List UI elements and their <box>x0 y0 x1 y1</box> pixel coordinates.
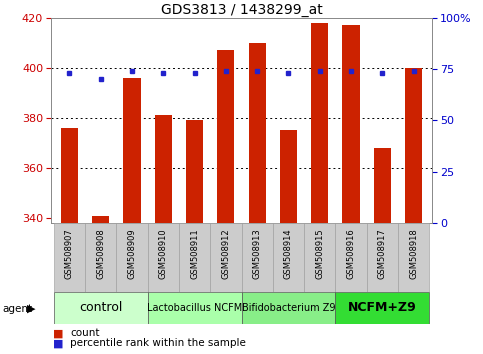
Text: percentile rank within the sample: percentile rank within the sample <box>70 338 246 348</box>
Bar <box>124 78 141 223</box>
Bar <box>179 223 210 292</box>
Bar <box>54 292 148 324</box>
Title: GDS3813 / 1438299_at: GDS3813 / 1438299_at <box>161 3 322 17</box>
Bar <box>242 292 335 324</box>
Bar <box>335 292 429 324</box>
Text: GSM508909: GSM508909 <box>128 229 137 279</box>
Text: GSM508911: GSM508911 <box>190 229 199 279</box>
Bar <box>148 223 179 292</box>
Bar <box>374 148 391 223</box>
Bar <box>217 50 234 223</box>
Text: GSM508914: GSM508914 <box>284 229 293 279</box>
Text: GSM508908: GSM508908 <box>96 229 105 279</box>
Bar <box>249 43 266 223</box>
Bar <box>92 216 109 223</box>
Bar <box>280 130 297 223</box>
Text: GSM508917: GSM508917 <box>378 229 387 279</box>
Bar <box>155 115 172 223</box>
Text: agent: agent <box>2 304 32 314</box>
Text: GSM508916: GSM508916 <box>346 229 355 279</box>
Text: Lactobacillus NCFM: Lactobacillus NCFM <box>147 303 242 313</box>
Bar <box>304 223 335 292</box>
Bar <box>61 128 78 223</box>
Text: GSM508915: GSM508915 <box>315 229 324 279</box>
Bar <box>242 223 273 292</box>
Bar <box>186 120 203 223</box>
Bar <box>335 223 367 292</box>
Bar <box>273 223 304 292</box>
Text: GSM508913: GSM508913 <box>253 229 262 279</box>
Bar <box>311 23 328 223</box>
Text: ■: ■ <box>53 329 64 338</box>
Bar <box>116 223 148 292</box>
Bar <box>367 223 398 292</box>
Bar <box>148 292 242 324</box>
Text: ■: ■ <box>53 338 64 348</box>
Bar <box>85 223 116 292</box>
Text: GSM508912: GSM508912 <box>221 229 230 279</box>
Text: count: count <box>70 329 99 338</box>
Text: GSM508918: GSM508918 <box>409 229 418 279</box>
Bar <box>405 68 422 223</box>
Bar <box>210 223 242 292</box>
Text: Bifidobacterium Z9: Bifidobacterium Z9 <box>242 303 335 313</box>
Text: GSM508907: GSM508907 <box>65 229 74 279</box>
Text: control: control <box>79 302 123 314</box>
Bar <box>54 223 85 292</box>
Text: GSM508910: GSM508910 <box>159 229 168 279</box>
Text: NCFM+Z9: NCFM+Z9 <box>348 302 417 314</box>
Text: ▶: ▶ <box>27 304 35 314</box>
Bar <box>398 223 429 292</box>
Bar <box>342 25 359 223</box>
